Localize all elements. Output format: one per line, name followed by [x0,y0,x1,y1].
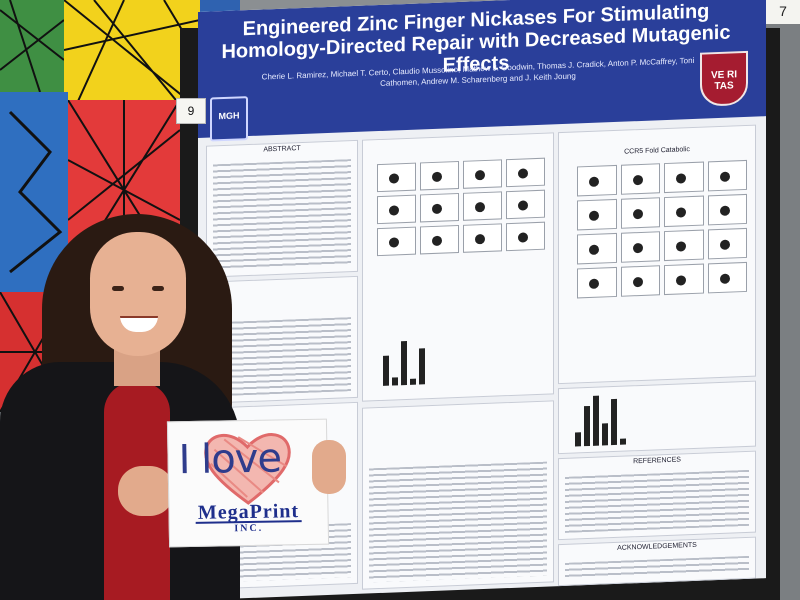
histogram-plot [664,161,704,194]
bar [584,405,590,447]
acknowledgements-text [565,555,749,579]
bar-plot-right [575,393,626,447]
board-number-tag: 9 [176,98,206,124]
flow-plot [506,221,545,252]
board-number-tag-right: 7 [766,0,800,24]
abstract-box: ABSTRACT [206,139,358,278]
sign-i-love-text: I love [178,435,282,484]
histogram-plot [620,197,660,229]
flow-plot [463,159,502,189]
art-panel-blue [0,92,68,292]
mgh-logo-text: MGH [218,110,240,122]
flow-plot [420,224,459,255]
abstract-text [213,159,351,271]
right-eye [152,286,164,291]
flow-plot [377,226,416,257]
person-face [90,232,186,356]
histogram-plot [707,193,747,226]
flow-plot [377,194,416,225]
references-text [565,469,749,533]
bar [419,348,425,385]
figure-4-box: CCR5 Fold Catabolic [558,124,756,385]
poster-header: Engineered Zinc Finger Nickases For Stim… [198,0,766,142]
bar-plot-middle [383,334,425,386]
flow-plot [506,157,545,188]
flow-plot [506,189,545,220]
bar [602,423,608,446]
flow-plot [420,192,459,223]
histogram-plot [664,195,704,228]
flow-plot [377,162,416,193]
histogram-plot [620,265,660,297]
histogram-plot [577,198,617,231]
left-eye [112,286,124,291]
references-box: REFERENCES [558,450,756,541]
smile [120,316,158,332]
histogram-plot [577,266,617,299]
histogram-plot [577,232,617,265]
bar [383,355,389,386]
right-hand [312,440,346,494]
figure-4-heading: CCR5 Fold Catabolic [624,146,690,156]
figure-3-content [369,461,547,583]
histogram-plot [620,163,660,195]
histogram-plot [707,227,747,260]
bar [401,340,407,386]
megaprint-sign: I love MegaPrint INC. [166,418,330,548]
flow-plot [463,223,502,253]
shield-text: VE RI TAS [710,69,738,93]
bar [410,378,416,385]
flow-plot-grid [377,157,545,257]
flow-plot [420,160,459,191]
bar [392,377,398,386]
figure-3-box [362,400,554,590]
art-panel-yellow [64,0,200,110]
bar [575,432,581,447]
art-panel-green [0,0,64,92]
figure-1-diagram [213,317,351,397]
histogram-plot [707,261,747,294]
mgh-logo: MGH [210,96,248,142]
histogram-grid [577,159,747,299]
histogram-plot [664,229,704,262]
histogram-plot [664,263,704,296]
acknowledgements-box: ACKNOWLEDGEMENTS [558,536,756,587]
heart-icon [204,433,291,505]
histogram-plot [707,159,747,192]
poster-column-right: CCR5 Fold Catabolic REFERENCES ACKNOWLED… [558,124,756,587]
flow-plot [463,191,502,221]
histogram-plot [577,164,617,197]
harvard-shield-logo: VE RI TAS [700,50,748,107]
references-heading: REFERENCES [633,456,681,466]
histogram-plot [620,231,660,263]
figure-2-box [362,132,554,402]
poster-column-middle [362,132,554,590]
megaprint-logo-suffix: INC. [234,522,264,535]
bar-chart-right [558,380,756,455]
bar [593,395,599,446]
bar [620,438,626,445]
left-hand [118,466,174,516]
abstract-heading: ABSTRACT [263,145,301,154]
acknowledgements-heading: ACKNOWLEDGEMENTS [617,541,697,552]
bar [611,398,617,446]
